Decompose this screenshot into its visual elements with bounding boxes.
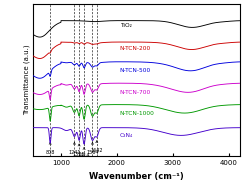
Text: N-TCN-500: N-TCN-500 <box>120 68 151 73</box>
Text: TiO₂: TiO₂ <box>120 23 132 28</box>
Text: N-TCN-1000: N-TCN-1000 <box>120 111 154 116</box>
Text: 808: 808 <box>45 142 55 155</box>
Text: 1564: 1564 <box>86 142 99 155</box>
Text: 1414: 1414 <box>78 147 90 158</box>
Text: C₃N₄: C₃N₄ <box>120 132 133 138</box>
Text: 1325: 1325 <box>73 144 85 156</box>
Text: N-TCN-200: N-TCN-200 <box>120 46 151 51</box>
Y-axis label: Transmittance (a.u.): Transmittance (a.u.) <box>24 45 30 115</box>
X-axis label: Wavenumber (cm⁻¹): Wavenumber (cm⁻¹) <box>89 172 184 181</box>
Text: N-TCN-700: N-TCN-700 <box>120 90 151 95</box>
Text: 1642: 1642 <box>91 141 103 153</box>
Text: 1241: 1241 <box>68 142 81 155</box>
